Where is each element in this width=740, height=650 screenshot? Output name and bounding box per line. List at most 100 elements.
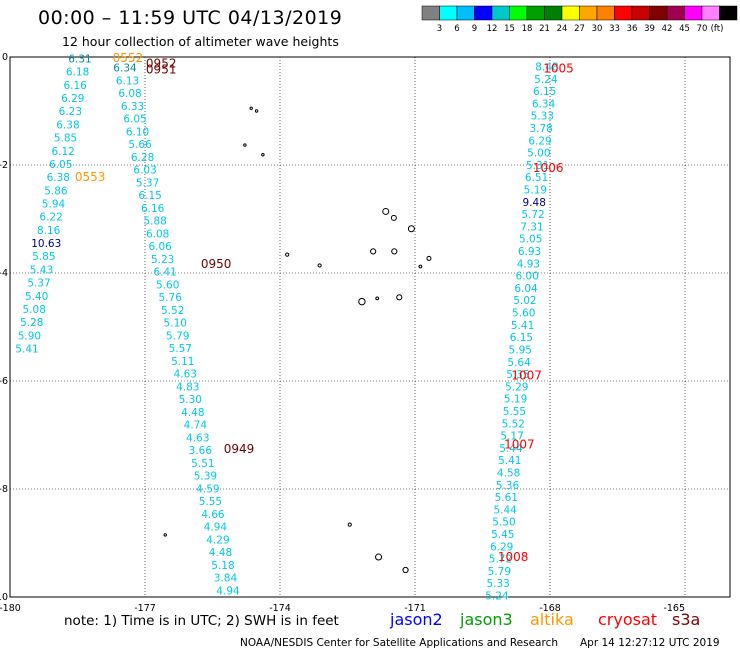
swh-value: 5.08 — [23, 304, 46, 316]
swh-value: 6.13 — [116, 75, 139, 87]
pass-time-label: 0950 — [201, 257, 232, 271]
footer: note: 1) Time is in UTC; 2) SWH is in fe… — [64, 610, 720, 649]
x-tick-label: -165 — [663, 603, 685, 614]
island-outline — [370, 248, 377, 255]
swh-value: 5.37 — [136, 177, 159, 189]
swh-value: 6.16 — [63, 80, 87, 92]
color-scale-swatch — [579, 5, 598, 21]
x-tick-label: -180 — [0, 603, 21, 614]
swh-value: 5.94 — [42, 199, 66, 211]
swh-value: 5.64 — [507, 357, 531, 369]
color-scale-swatch — [474, 5, 493, 21]
swh-value: 5.11 — [171, 356, 194, 368]
island-outline — [358, 297, 366, 306]
swh-value: 4.59 — [196, 483, 219, 495]
swh-value: 5.19 — [504, 394, 527, 406]
swh-value: 4.74 — [184, 420, 208, 432]
color-scale-swatch — [684, 5, 703, 21]
swh-value: 5.72 — [521, 209, 544, 221]
pass-time-label: 1005 — [543, 61, 574, 75]
color-scale-tick-label: 3 — [437, 24, 442, 34]
island-outline — [317, 263, 322, 268]
swh-value: 3.66 — [189, 445, 213, 457]
swh-value: 5.23 — [151, 254, 174, 266]
color-scale-tick-label: 42 — [662, 24, 673, 34]
swh-value: 6.16 — [141, 203, 165, 215]
swh-value: 5.85 — [32, 251, 55, 263]
island-outline — [163, 533, 167, 537]
swh-value: 5.44 — [493, 504, 517, 516]
swh-value: 5.79 — [488, 566, 511, 578]
swh-value: 8.48 — [535, 62, 558, 74]
x-tick-label: -177 — [134, 603, 156, 614]
color-scale-swatch — [561, 5, 580, 21]
swh-value: 5.72 — [489, 554, 512, 566]
swh-value: 5.19 — [524, 185, 547, 197]
swh-value: 4.48 — [181, 407, 204, 419]
color-scale-swatch — [509, 5, 528, 21]
swh-value: 8.16 — [37, 225, 61, 237]
swh-value: 6.33 — [121, 101, 144, 113]
color-scale-swatch — [719, 5, 738, 21]
swh-value: 5.85 — [54, 133, 77, 145]
swh-value: 5.86 — [44, 185, 68, 197]
color-scale-tick-label: 45 — [679, 24, 690, 34]
footer-timestamp: Apr 14 12:27:12 UTC 2019 — [580, 637, 720, 649]
color-scale-swatch — [439, 5, 458, 21]
swh-value: 6.08 — [118, 88, 141, 100]
y-tick-label: 0 — [2, 52, 8, 63]
swh-value: 5.95 — [509, 344, 532, 356]
swh-value: 5.36 — [496, 480, 520, 492]
swh-value: 6.38 — [56, 119, 79, 131]
swh-value: 6.29 — [490, 541, 513, 553]
swh-value: 5.60 — [156, 279, 179, 291]
swh-value: 5.51 — [191, 458, 214, 470]
pass-time-label: 1006 — [533, 161, 564, 175]
swh-value: 5.88 — [143, 216, 166, 228]
swh-value: 3.78 — [529, 123, 552, 135]
y-tick-label: -10 — [0, 592, 8, 603]
axis-tick-labels: -180 -177 -174 -171 -168 -165 0 -2 -4 -6 -8 -10 — [0, 52, 685, 614]
swh-value: 6.04 — [514, 283, 538, 295]
swh-value: 5.17 — [500, 431, 523, 443]
swh-value: 6.34 — [113, 63, 137, 75]
swh-value: 4.48 — [209, 547, 232, 559]
swh-value: 5.60 — [512, 308, 535, 320]
swh-value: 5.41 — [498, 455, 521, 467]
swh-value: 4.58 — [497, 467, 520, 479]
swh-value: 5.28 — [20, 317, 43, 329]
footer-note: note: 1) Time is in UTC; 2) SWH is in fe… — [64, 613, 339, 629]
swh-value: 5.41 — [511, 320, 534, 332]
y-tick-label: -2 — [0, 160, 8, 171]
color-scale-tick-label: 70 — [697, 24, 708, 34]
swh-value: 5.50 — [492, 517, 515, 529]
swh-value: 6.22 — [39, 212, 62, 224]
color-scale-swatch — [596, 5, 615, 21]
swh-value: 4.94 — [216, 586, 240, 598]
swh-value: 5.57 — [169, 343, 192, 355]
color-scale-swatch — [491, 5, 510, 21]
x-tick-label: -168 — [539, 603, 561, 614]
pass-time-label: 0552 — [113, 51, 144, 65]
swh-value: 9.48 — [523, 197, 546, 209]
color-scale-swatch — [701, 5, 720, 21]
pass-time-label: 0952 — [146, 56, 177, 70]
pass-time-label: 1007 — [511, 369, 542, 383]
swh-value: 6.29 — [61, 93, 84, 105]
swh-value: 6.28 — [131, 152, 154, 164]
island-outline — [375, 553, 383, 561]
pass-time-label: 1008 — [498, 550, 529, 564]
swh-value: 5.76 — [159, 292, 183, 304]
swh-value: 4.66 — [201, 509, 225, 521]
pass-time-label: 0951 — [146, 62, 177, 76]
island-outline — [261, 153, 265, 157]
swh-value: 6.34 — [532, 98, 556, 110]
swh-value: 5.52 — [161, 305, 184, 317]
color-scale-tick-label: 15 — [504, 24, 515, 34]
swh-value: 5.66 — [128, 139, 152, 151]
swh-value: 6.03 — [133, 165, 156, 177]
color-scale-swatch — [544, 5, 563, 21]
swh-value: 5.30 — [179, 394, 202, 406]
swh-value: 5.40 — [25, 291, 48, 303]
